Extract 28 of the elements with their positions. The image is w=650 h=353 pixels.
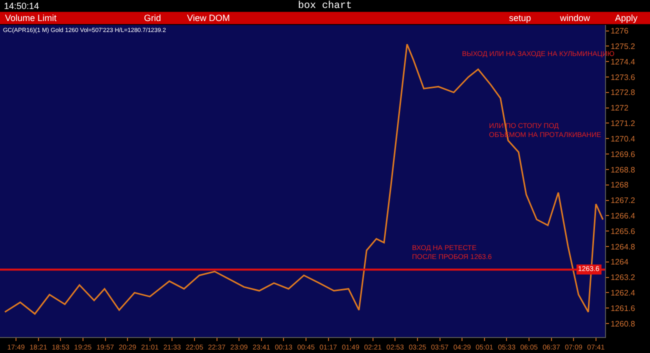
- text: setup: [509, 13, 532, 23]
- y-tick-label: 1273.6: [610, 72, 636, 82]
- text: Volume Limit: [5, 13, 58, 23]
- y-tick-label: 1267.2: [610, 196, 636, 206]
- y-tick-label: 1264.8: [610, 242, 636, 252]
- y-tick-label: 1269.6: [610, 150, 636, 159]
- y-tick-label: 1266.4: [610, 211, 636, 220]
- y-tick-label: 1276: [610, 26, 629, 36]
- y-tick-label: 1264: [610, 258, 629, 267]
- y-tick-label: 1274.4: [610, 57, 636, 66]
- text: View DOM: [187, 13, 230, 23]
- y-tick-label: 1271.2: [610, 119, 636, 128]
- y-tick-label: 1265.6: [610, 226, 636, 236]
- y-tick-label: 1268.8: [610, 165, 636, 174]
- y-tick-label: 1272.8: [610, 88, 636, 98]
- text: window: [559, 13, 591, 23]
- y-tick-label: 1275.2: [610, 42, 636, 51]
- text: 14:50:14: [4, 1, 40, 11]
- chart-title: box chart: [298, 0, 352, 12]
- y-tick-label: 1260.8: [610, 319, 636, 328]
- y-tick-label: 1263.2: [610, 273, 636, 282]
- text: Grid: [144, 13, 162, 23]
- y-tick-label: 1262.4: [610, 288, 636, 298]
- y-tick-label: 1270.4: [610, 134, 636, 144]
- y-tick-label: 1272: [610, 104, 629, 113]
- text: Apply: [615, 13, 638, 23]
- y-tick-label: 1261.6: [610, 304, 636, 313]
- y-tick-label: 1268: [610, 180, 629, 190]
